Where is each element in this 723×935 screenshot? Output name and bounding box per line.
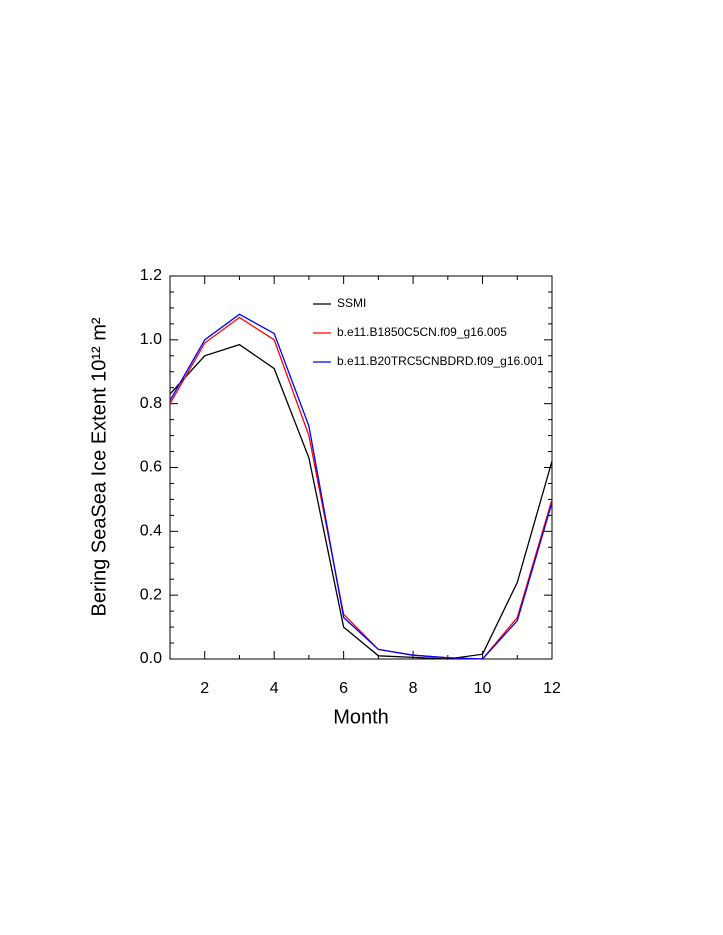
x-tick-label: 4 <box>270 680 279 697</box>
y-tick-label: 0.8 <box>140 395 162 412</box>
legend-label: b.e11.B20TRC5CNBDRD.f09_g16.001 <box>337 354 544 368</box>
x-tick-label: 6 <box>339 680 348 697</box>
y-tick-label: 0.2 <box>140 586 162 603</box>
legend-label: SSMI <box>337 296 366 310</box>
y-tick-label: 1.2 <box>140 267 162 284</box>
x-tick-label: 2 <box>200 680 209 697</box>
x-tick-label: 10 <box>474 680 492 697</box>
x-tick-label: 8 <box>409 680 418 697</box>
x-tick-label: 12 <box>543 680 561 697</box>
y-tick-label: 0.6 <box>140 459 162 476</box>
series-line <box>169 343 553 660</box>
y-axis-label: Bering SeaSea Ice Extent 10¹² m² <box>88 317 110 616</box>
legend-label: b.e11.B1850C5CN.f09_g16.005 <box>337 325 507 339</box>
x-axis-label: Month <box>333 706 389 728</box>
y-tick-label: 0.4 <box>140 523 162 540</box>
series-line <box>169 316 553 660</box>
series-line <box>169 313 553 660</box>
y-tick-label: 1.0 <box>140 331 162 348</box>
y-tick-label: 0.0 <box>140 650 162 667</box>
